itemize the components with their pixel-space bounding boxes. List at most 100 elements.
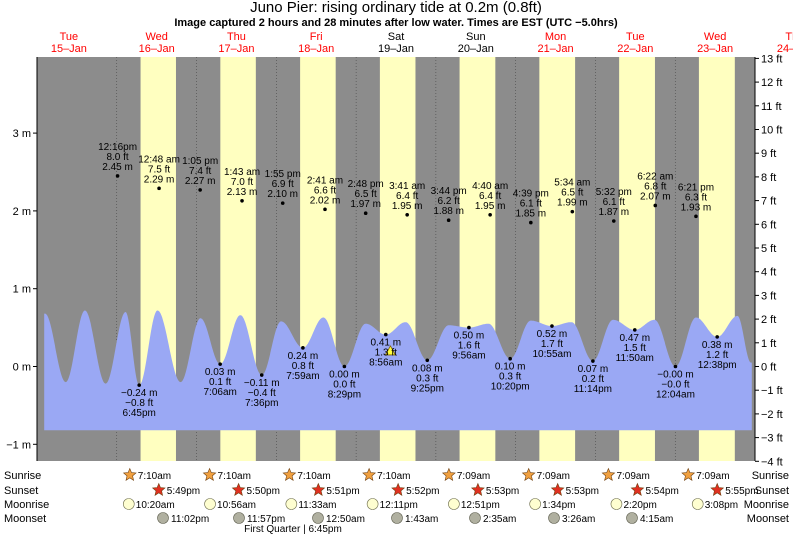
sunrise-time: 7:10am <box>218 471 251 482</box>
low-tide-point <box>218 362 222 366</box>
high-tide-point <box>323 207 327 212</box>
high-tide-time: 6:22 am <box>637 171 673 182</box>
low-tide-time: 11:50am <box>616 353 654 364</box>
high-tide-point <box>611 219 616 223</box>
low-tide-point <box>259 373 264 377</box>
left-axis-tick-label: −1 m <box>6 439 31 451</box>
low-tide-height-ft: 0.2 ft <box>582 374 604 385</box>
low-tide-point <box>508 356 512 361</box>
high-tide-point <box>570 209 575 214</box>
low-tide-height-ft: 1.2 ft <box>706 350 728 361</box>
high-tide-height-m: 2.02 m <box>310 195 341 206</box>
day-name: Thu <box>227 31 246 43</box>
sunset-icon <box>470 482 485 496</box>
day-date: 15–Jan <box>51 43 87 55</box>
moonset-icon <box>469 512 481 524</box>
moonset-icon <box>233 512 245 524</box>
right-axis-tick-label: 7 ft <box>761 196 776 208</box>
high-tide-height-ft: 6.4 ft <box>396 191 418 202</box>
row-label-left-sunrise: Sunrise <box>4 470 41 482</box>
sunrise-time: 7:09am <box>616 471 649 482</box>
high-tide-height-ft: 6.6 ft <box>314 185 336 196</box>
tide-area <box>44 310 752 431</box>
right-axis-tick-label: 0 ft <box>761 362 776 374</box>
left-axis-tick-label: 2 m <box>13 206 31 218</box>
low-tide-time: 8:29pm <box>328 390 361 401</box>
day-date: 21–Jan <box>538 43 574 55</box>
high-tide-time: 4:40 am <box>472 181 508 192</box>
moonrise-time: 11:33am <box>298 500 336 511</box>
high-tide-height-ft: 7.5 ft <box>148 164 170 175</box>
high-tide-height-ft: 6.9 ft <box>272 179 294 190</box>
moonset-time: 11:02pm <box>171 514 209 525</box>
right-axis-tick-label: 8 ft <box>761 172 776 184</box>
sunset-icon <box>550 482 565 496</box>
high-tide-point <box>198 188 202 192</box>
low-tide-height-ft: −0.0 ft <box>661 380 689 391</box>
high-tide-time: 6:21 pm <box>678 182 714 193</box>
high-tide-height-m: 1.93 m <box>681 202 712 213</box>
moonset-time: 11:57pm <box>247 514 285 525</box>
high-tide-height-ft: 6.5 ft <box>561 188 583 199</box>
low-tide-time: 12:04am <box>656 390 695 401</box>
low-tide-height-m: 0.10 m <box>495 362 526 373</box>
low-tide-height-m: −0.24 m <box>121 388 157 399</box>
chart-title: Juno Pier: rising ordinary tide at 0.2m … <box>250 0 542 16</box>
high-tide-time: 1:43 am <box>224 167 260 178</box>
moonset-icon <box>157 512 169 524</box>
sunset-icon <box>630 482 645 496</box>
low-tide-height-m: 0.41 m <box>370 338 401 349</box>
day-date: 17–Jan <box>218 43 254 55</box>
sunset-icon <box>391 482 406 496</box>
moonrise-icon <box>285 498 298 510</box>
low-tide-height-ft: 0.0 ft <box>333 380 355 391</box>
current-tide-marker <box>384 345 397 356</box>
high-tide-height-ft: 7.0 ft <box>231 177 253 188</box>
sunset-time: 5:55pm <box>725 486 758 497</box>
moonrise-time: 1:34pm <box>542 500 575 511</box>
high-tide-height-m: 1.85 m <box>516 209 547 220</box>
sunset-time: 5:50pm <box>247 486 280 497</box>
sunset-time: 5:51pm <box>326 486 359 497</box>
high-tide-height-m: 2.27 m <box>185 176 216 187</box>
moonset-time: 1:43am <box>405 514 438 525</box>
sunrise-time: 7:10am <box>377 471 410 482</box>
right-axis-tick-label: 5 ft <box>761 243 776 255</box>
low-tide-height-ft: 1.6 ft <box>458 341 480 352</box>
row-label-left-sunset: Sunset <box>4 485 38 497</box>
low-tide-time: 10:20pm <box>491 382 530 393</box>
low-tide-time: 12:38pm <box>698 360 737 371</box>
row-label-left-moonset: Moonset <box>4 513 46 525</box>
moonset-time: 12:50am <box>326 514 365 525</box>
right-axis-tick-label: 10 ft <box>761 125 782 137</box>
low-tide-time: 7:36pm <box>245 398 278 409</box>
right-axis-tick-label: −1 ft <box>761 385 783 397</box>
high-tide-time: 5:34 am <box>554 178 590 189</box>
high-tide-height-m: 2.10 m <box>267 189 298 200</box>
day-date: 23–Jan <box>697 43 733 55</box>
high-tide-point <box>653 203 658 208</box>
high-tide-height-ft: 6.2 ft <box>438 196 460 207</box>
right-axis-tick-label: 9 ft <box>761 148 776 160</box>
low-tide-time: 11:14pm <box>574 384 612 395</box>
row-label-right-moonrise: Moonrise <box>744 499 789 511</box>
moonset-icon <box>391 512 403 524</box>
sunrise-icon <box>282 467 297 481</box>
high-tide-height-m: 1.97 m <box>350 199 381 210</box>
sunset-icon <box>151 482 166 496</box>
high-tide-height-m: 1.88 m <box>433 206 464 217</box>
right-axis-tick-label: 2 ft <box>761 314 776 326</box>
low-tide-height-ft: −0.4 ft <box>248 388 276 399</box>
right-axis-tick-label: 11 ft <box>761 101 782 113</box>
low-tide-height-m: 0.52 m <box>537 329 568 340</box>
high-tide-height-m: 2.29 m <box>144 174 175 185</box>
day-name: Tue <box>60 31 79 43</box>
high-tide-time: 12:16pm <box>98 142 137 153</box>
day-date: 19–Jan <box>378 43 414 55</box>
high-tide-height-m: 2.13 m <box>227 187 258 198</box>
sunset-time: 5:53pm <box>486 486 519 497</box>
chart-subtitle: Image captured 2 hours and 28 minutes af… <box>174 17 618 29</box>
low-tide-point <box>632 328 637 332</box>
